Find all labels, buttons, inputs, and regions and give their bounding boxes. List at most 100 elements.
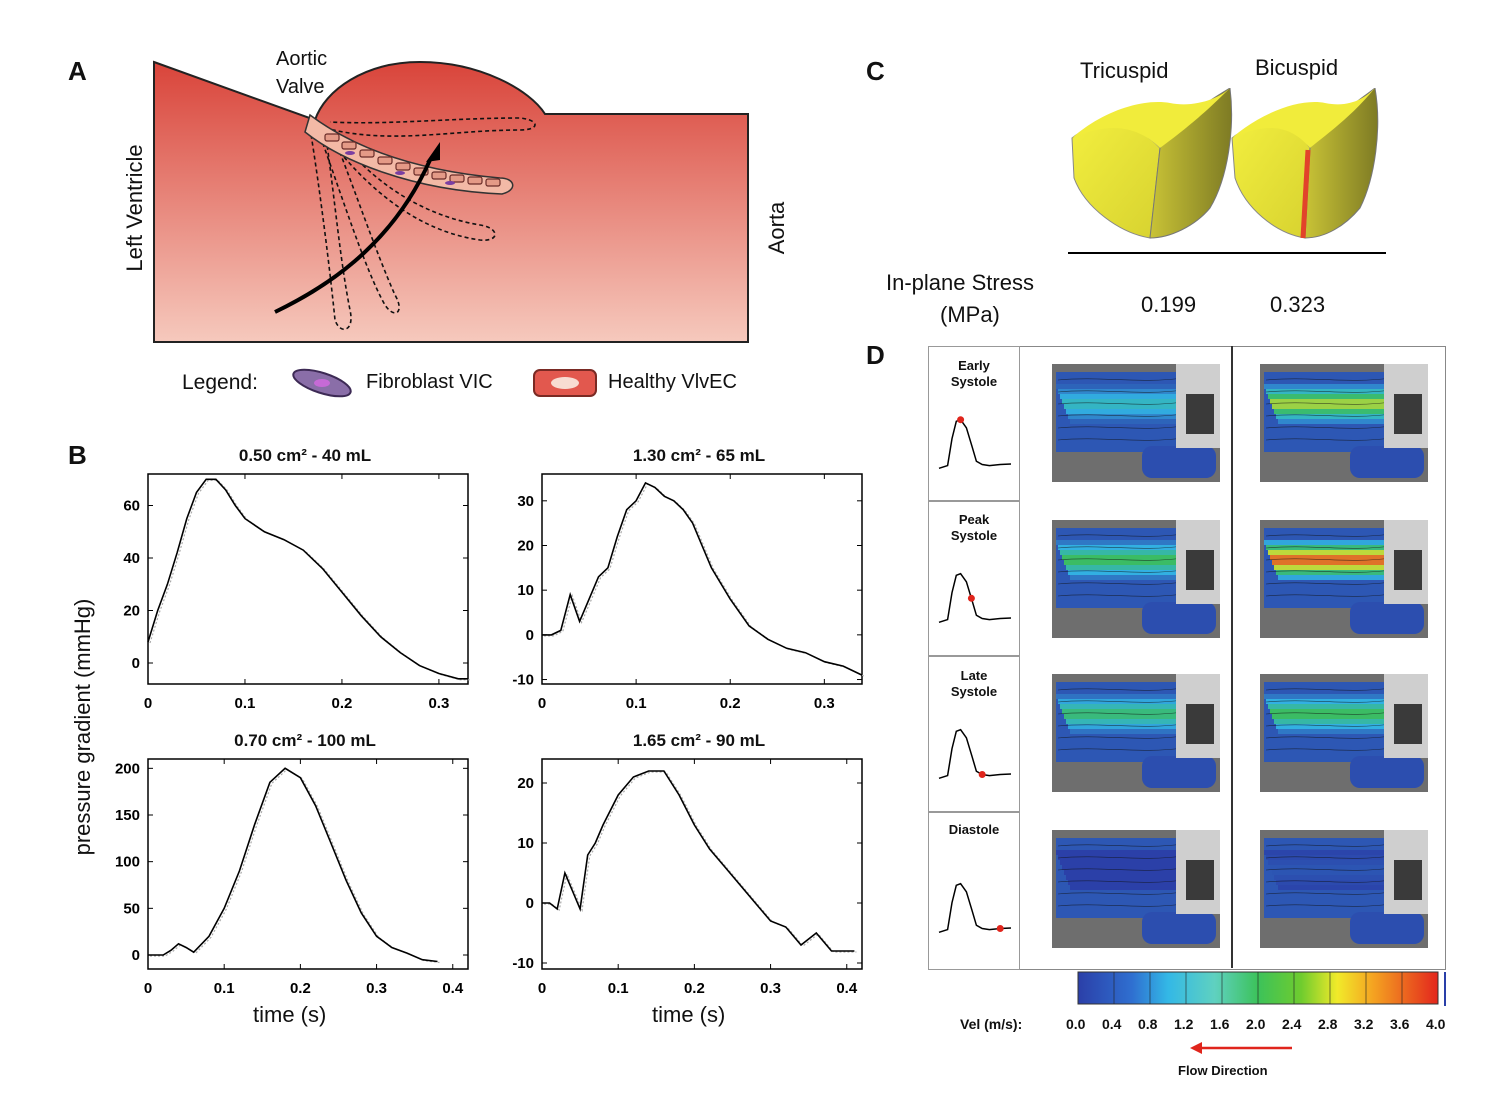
colorbar-tick-label: 0.8 [1138, 1016, 1158, 1032]
stress-label-2: (MPa) [940, 302, 1000, 327]
jet-band [1272, 404, 1406, 409]
y-tick-label: 150 [115, 807, 140, 824]
colorbar-tick-label: 3.6 [1390, 1016, 1410, 1032]
valve-orifice [1394, 860, 1422, 900]
streamline [1057, 533, 1183, 537]
plot-title-1: 1.30 cm² - 65 mL [632, 446, 766, 465]
streamline [1057, 401, 1183, 405]
y-tick-label: 0 [526, 627, 534, 644]
jet-band [1272, 714, 1406, 719]
column-divider [1231, 346, 1233, 968]
plot-frame [541, 758, 863, 970]
x-tick-label: 0.4 [442, 980, 464, 997]
x-tick-label: 0.1 [608, 980, 629, 997]
flow-map-bicuspid-1 [1260, 520, 1428, 638]
jet-band [1066, 719, 1196, 724]
pressure-plot-2: 0 50 100 150 200 0 0.1 0.2 0.3 0.4 [115, 758, 469, 997]
jet-band [1274, 875, 1404, 880]
x-tick-label: 0.2 [720, 695, 741, 712]
aorta-label: Aorta [764, 201, 789, 255]
legend-label: Legend: [182, 371, 258, 394]
jet-band [1056, 540, 1206, 545]
streamline [1265, 401, 1391, 405]
valve-orifice [1394, 704, 1422, 744]
jet-band [1066, 565, 1196, 570]
jet-band [1274, 719, 1404, 724]
valve-orifice [1394, 394, 1422, 434]
y-tick-label: 20 [517, 775, 534, 792]
jet-band [1068, 414, 1194, 419]
streamline [1265, 711, 1391, 715]
aortic-leaflet [304, 113, 514, 195]
jet-band [1270, 399, 1408, 404]
jet-band [1062, 709, 1200, 714]
phase-label-1: Peak Systole [950, 512, 998, 543]
flow-sinus [1350, 756, 1424, 788]
flow-sinus [1350, 912, 1424, 944]
streamline [1057, 867, 1183, 871]
fibroblast-vic-icon [292, 368, 352, 398]
streamline [1265, 891, 1391, 895]
flow-sinus [1142, 912, 1216, 944]
panel-b-ylabel: pressure gradient (mmHg) [70, 598, 95, 856]
streamline [1057, 593, 1183, 597]
y-tick-label: 30 [517, 493, 534, 510]
plot-frame [147, 758, 469, 970]
flow-map-bicuspid-2 [1260, 674, 1428, 792]
flow-map-tricuspid-0 [1052, 364, 1220, 482]
series-line [542, 481, 863, 676]
jet-band [1276, 570, 1402, 575]
flow-arrow [274, 159, 432, 314]
flow-map-tricuspid-1 [1052, 520, 1220, 638]
plot-frame [147, 473, 469, 685]
phase-label-2: Late Systole [950, 668, 998, 699]
streamline [1057, 687, 1183, 691]
phase-waveform-3 [938, 882, 1012, 934]
jet-band [1268, 860, 1410, 865]
colorbar-tick-label: 1.2 [1174, 1016, 1194, 1032]
flow-sinus [1142, 446, 1216, 478]
jet-band [1268, 704, 1410, 709]
jet-band [1064, 870, 1198, 875]
y-tick-label: 20 [123, 603, 140, 620]
jet-band [1272, 560, 1406, 565]
aortic-valve-label-2: Valve [276, 76, 325, 98]
valve-orifice [1186, 860, 1214, 900]
x-tick-label: 0.2 [332, 695, 353, 712]
legend-item-fibroblast: Fibroblast VIC [366, 371, 493, 393]
jet-band [1060, 550, 1202, 555]
jet-band [1066, 409, 1196, 414]
x-tick-label: 0.1 [626, 695, 647, 712]
flow-map-bicuspid-3 [1260, 830, 1428, 948]
healthy-vlvec-icon [533, 369, 597, 397]
stress-value-bicuspid: 0.323 [1270, 292, 1326, 317]
waveform-line [938, 728, 1012, 780]
jet-band [1278, 575, 1400, 580]
flow-map-tricuspid-2 [1052, 674, 1220, 792]
jet-band [1068, 880, 1194, 885]
jet-band [1064, 714, 1198, 719]
flow-direction-label: Flow Direction [1178, 1063, 1268, 1078]
colorbar-label: Vel (m/s): [960, 1016, 1023, 1032]
x-tick-label: 0.2 [290, 980, 311, 997]
panel-label-b: B [68, 440, 87, 470]
y-tick-label: 50 [123, 900, 140, 917]
streamline [1057, 557, 1183, 561]
phase-waveform-1 [938, 572, 1012, 624]
jet-band [1266, 855, 1412, 860]
plot-frame [541, 473, 863, 685]
jet-band [1062, 399, 1200, 404]
streamline [1057, 413, 1183, 417]
flow-map-bicuspid-0 [1260, 364, 1428, 482]
jet-band [1068, 724, 1194, 729]
plot-title-0: 0.50 cm² - 40 mL [238, 446, 372, 465]
phase-cell-0 [928, 346, 1020, 502]
streamline [1265, 903, 1391, 907]
plot-title-3: 1.65 cm² - 90 mL [632, 731, 766, 750]
series-line [147, 478, 468, 680]
x-tick-label: 0 [538, 980, 546, 997]
colorbar-tick-label: 1.6 [1210, 1016, 1230, 1032]
bicuspid-label: Bicuspid [1255, 55, 1339, 80]
streamline [1265, 855, 1391, 859]
